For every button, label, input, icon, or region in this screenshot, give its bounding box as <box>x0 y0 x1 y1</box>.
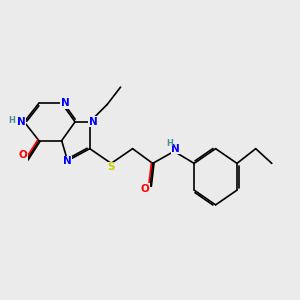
Text: H: H <box>166 139 173 148</box>
Text: N: N <box>16 117 26 127</box>
Text: N: N <box>171 144 180 154</box>
Text: O: O <box>141 184 150 194</box>
Text: H: H <box>9 116 16 125</box>
Text: N: N <box>61 98 69 108</box>
Text: S: S <box>107 162 115 172</box>
Text: O: O <box>19 150 27 161</box>
Text: N: N <box>63 156 71 166</box>
Text: N: N <box>88 117 98 127</box>
